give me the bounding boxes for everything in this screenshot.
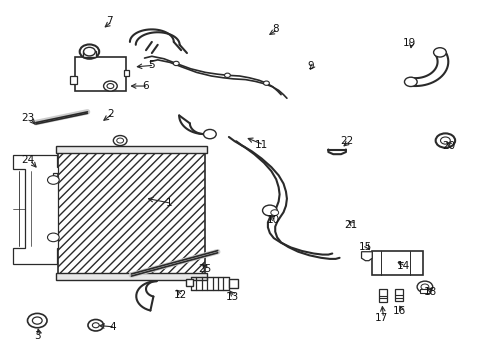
Circle shape [117, 138, 123, 143]
Circle shape [263, 81, 269, 85]
Text: 8: 8 [271, 24, 278, 35]
Bar [419, 289, 429, 293]
Circle shape [92, 323, 99, 328]
Text: 11: 11 [254, 140, 267, 150]
Circle shape [224, 73, 230, 77]
Circle shape [440, 137, 449, 144]
Bar [58, 148, 204, 277]
Circle shape [270, 210, 278, 216]
Text: 4: 4 [109, 322, 116, 332]
Text: 19: 19 [402, 38, 415, 48]
Text: 10: 10 [266, 215, 280, 225]
Polygon shape [13, 155, 58, 264]
Text: 3: 3 [34, 331, 41, 341]
Bar [70, 76, 77, 84]
Text: 16: 16 [392, 306, 406, 316]
Text: 13: 13 [225, 292, 239, 302]
Circle shape [103, 81, 117, 91]
Text: 21: 21 [344, 220, 357, 230]
Circle shape [203, 130, 216, 139]
Polygon shape [361, 252, 371, 261]
Bar [123, 70, 129, 76]
Text: 14: 14 [396, 261, 409, 271]
Text: 17: 17 [374, 313, 387, 323]
Circle shape [107, 84, 114, 89]
Circle shape [262, 205, 277, 216]
Text: 20: 20 [442, 141, 455, 151]
Text: 2: 2 [107, 109, 114, 119]
Text: 24: 24 [21, 155, 34, 165]
Circle shape [83, 47, 95, 56]
Circle shape [47, 176, 59, 184]
Text: 15: 15 [358, 242, 371, 252]
Text: 22: 22 [340, 136, 353, 146]
Bar [378, 289, 386, 302]
Text: 18: 18 [423, 287, 436, 297]
Circle shape [80, 44, 99, 59]
Bar [56, 273, 206, 280]
Text: 12: 12 [173, 291, 186, 301]
Text: 1: 1 [165, 198, 172, 208]
Circle shape [420, 284, 428, 290]
Bar [56, 146, 206, 153]
Circle shape [435, 134, 454, 148]
Circle shape [27, 314, 47, 328]
Bar [228, 279, 237, 288]
Circle shape [113, 135, 127, 145]
Circle shape [433, 48, 446, 57]
Text: 7: 7 [106, 17, 113, 27]
Circle shape [47, 233, 59, 242]
Bar [394, 289, 403, 301]
Text: 23: 23 [21, 113, 34, 123]
Bar [371, 251, 423, 275]
Circle shape [173, 61, 179, 66]
Bar [82, 50, 96, 57]
Text: 5: 5 [148, 60, 155, 70]
Circle shape [404, 77, 416, 86]
Text: 6: 6 [142, 81, 149, 91]
Circle shape [32, 317, 42, 324]
Text: 9: 9 [306, 61, 313, 71]
Circle shape [416, 281, 432, 293]
Bar [185, 279, 193, 286]
Text: 25: 25 [198, 264, 211, 274]
Bar [75, 57, 126, 91]
Circle shape [88, 319, 103, 331]
